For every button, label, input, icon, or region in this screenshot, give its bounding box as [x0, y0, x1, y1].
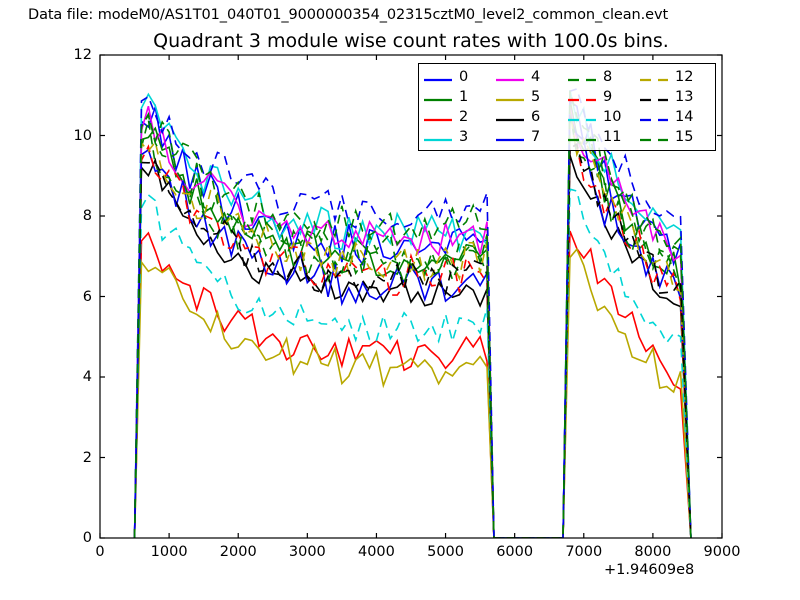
legend-entry-9[interactable]: 9	[567, 87, 639, 107]
legend-label-12: 12	[675, 68, 694, 85]
x-tick-label: 7000	[565, 544, 603, 560]
y-tick-label: 2	[82, 449, 92, 466]
series-line-12	[133, 110, 692, 538]
series-line-8	[133, 113, 692, 538]
legend-entry-7[interactable]: 7	[495, 127, 567, 147]
legend-entry-5[interactable]: 5	[495, 87, 567, 107]
legend-entry-8[interactable]: 8	[567, 67, 639, 87]
legend-label-11: 11	[603, 128, 622, 145]
x-axis-offset-label: +1.94609e8	[604, 562, 695, 578]
y-tick-label: 12	[73, 47, 92, 63]
legend-label-1: 1	[459, 88, 469, 105]
legend-label-4: 4	[531, 68, 541, 85]
series-line-10	[133, 188, 692, 538]
series-line-11	[133, 110, 692, 538]
legend-entry-0[interactable]: 0	[423, 67, 495, 87]
legend-swatch-13	[639, 91, 669, 103]
legend-swatch-4	[495, 71, 525, 83]
series-line-9	[133, 144, 692, 538]
x-tick-label: 5000	[427, 544, 464, 560]
y-tick-label: 6	[82, 288, 92, 305]
legend-entry-12[interactable]: 12	[639, 67, 711, 87]
series-line-6	[133, 155, 692, 538]
series-line-5	[133, 247, 692, 538]
legend-swatch-0	[423, 71, 453, 83]
series-line-2	[133, 230, 692, 538]
series-line-4	[133, 105, 692, 538]
x-tick-label: 0	[95, 544, 105, 560]
chart-legend: 0 4 8 12 1 5 9 13 2 6 10 14 3 7 11 15	[418, 63, 716, 151]
legend-swatch-2	[423, 111, 453, 123]
legend-entry-2[interactable]: 2	[423, 107, 495, 127]
x-tick-label: 2000	[219, 544, 257, 560]
x-tick-label: 6000	[496, 544, 534, 560]
legend-label-10: 10	[603, 108, 622, 125]
legend-swatch-1	[423, 91, 453, 103]
legend-swatch-15	[639, 131, 669, 143]
legend-swatch-7	[495, 131, 525, 143]
legend-label-9: 9	[603, 88, 613, 105]
y-tick-label: 10	[73, 127, 92, 144]
y-tick-label: 8	[82, 208, 92, 224]
legend-label-14: 14	[675, 108, 694, 125]
y-tick-label: 0	[82, 530, 92, 546]
legend-entry-15[interactable]: 15	[639, 127, 711, 147]
legend-label-7: 7	[531, 128, 541, 145]
legend-label-2: 2	[459, 108, 469, 125]
legend-entry-14[interactable]: 14	[639, 107, 711, 127]
y-tick-label: 4	[82, 369, 92, 385]
series-line-3	[133, 89, 692, 538]
legend-label-0: 0	[459, 68, 469, 85]
x-tick-label: 8000	[634, 544, 672, 560]
legend-entry-13[interactable]: 13	[639, 87, 711, 107]
series-line-7	[133, 117, 692, 538]
data-file-label: Data file: modeM0/AS1T01_040T01_90000003…	[28, 7, 669, 23]
legend-swatch-12	[639, 71, 669, 83]
x-tick-label: 9000	[703, 544, 741, 560]
legend-label-3: 3	[459, 128, 469, 145]
legend-label-15: 15	[675, 128, 694, 145]
legend-label-6: 6	[531, 108, 541, 125]
legend-entry-6[interactable]: 6	[495, 107, 567, 127]
legend-label-13: 13	[675, 88, 694, 105]
legend-entry-3[interactable]: 3	[423, 127, 495, 147]
legend-swatch-5	[495, 91, 525, 103]
legend-entry-4[interactable]: 4	[495, 67, 567, 87]
series-line-15	[133, 90, 692, 538]
legend-label-5: 5	[531, 88, 541, 105]
legend-swatch-9	[567, 91, 597, 103]
legend-swatch-3	[423, 131, 453, 143]
legend-swatch-10	[567, 111, 597, 123]
x-tick-label: 1000	[150, 544, 188, 560]
x-tick-label: 4000	[357, 544, 395, 560]
legend-label-8: 8	[603, 68, 613, 85]
legend-entry-1[interactable]: 1	[423, 87, 495, 107]
series-line-13	[133, 142, 692, 538]
legend-swatch-6	[495, 111, 525, 123]
legend-swatch-11	[567, 131, 597, 143]
x-tick-label: 3000	[288, 544, 326, 560]
page-title: Quadrant 3 module wise count rates with …	[153, 30, 669, 52]
legend-swatch-14	[639, 111, 669, 123]
legend-entry-10[interactable]: 10	[567, 107, 639, 127]
legend-swatch-8	[567, 71, 597, 83]
legend-entry-11[interactable]: 11	[567, 127, 639, 147]
